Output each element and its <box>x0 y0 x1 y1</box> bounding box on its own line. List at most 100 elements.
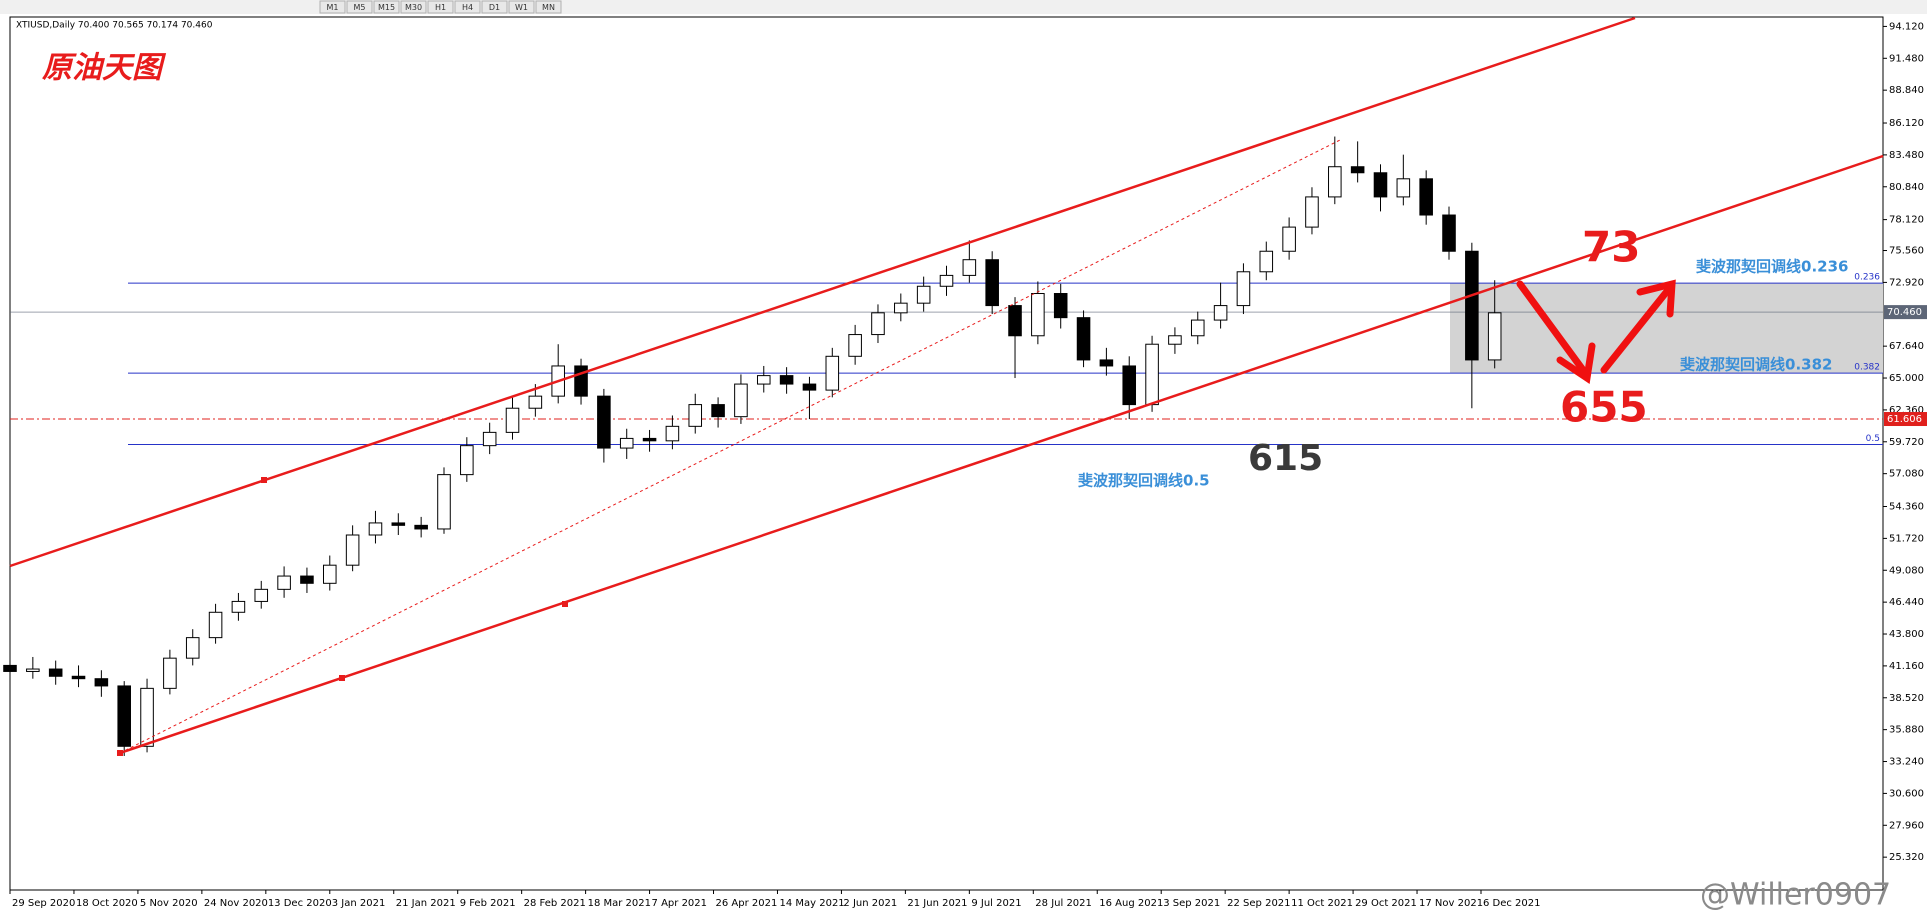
channel-lower <box>119 154 1884 755</box>
y-tick-label: 65.000 <box>1889 373 1924 384</box>
candle-body <box>1442 214 1456 252</box>
y-tick-label: 41.160 <box>1889 661 1924 672</box>
candle-body <box>322 564 337 584</box>
candle-body <box>1008 305 1022 337</box>
y-tick-label: 59.720 <box>1889 437 1924 448</box>
y-tick-label: 33.240 <box>1889 757 1924 768</box>
toolbar-button[interactable] <box>481 0 508 14</box>
candle-body <box>871 312 885 336</box>
toolbar-button-label: H4 <box>462 3 473 12</box>
toolbar-button[interactable] <box>373 0 400 14</box>
toolbar-button[interactable] <box>454 0 481 14</box>
candle-body <box>1350 166 1365 174</box>
y-tick-label: 27.960 <box>1889 820 1924 831</box>
annotation: 斐波那契回调线0.236 <box>1696 258 1848 276</box>
annotation: 73 <box>1582 223 1640 272</box>
candle-body <box>1373 172 1388 198</box>
candle-body <box>1122 365 1137 406</box>
x-tick-label: 13 Dec 2020 <box>268 898 332 909</box>
toolbar-button[interactable] <box>508 0 535 14</box>
candle-body <box>802 383 817 391</box>
chart-title: 原油天图 <box>42 51 167 86</box>
candle-body <box>277 575 291 590</box>
candle-body <box>894 302 908 314</box>
y-tick-label: 72.920 <box>1889 277 1924 288</box>
x-tick-label: 24 Nov 2020 <box>204 898 268 909</box>
y-tick-label: 75.560 <box>1889 246 1924 257</box>
toolbar-button-label: W1 <box>515 3 528 12</box>
x-tick-label: 6 Dec 2021 <box>1483 898 1541 909</box>
candle-body <box>688 404 703 427</box>
y-tick-label: 88.840 <box>1889 85 1924 96</box>
candle-body <box>1076 317 1091 361</box>
toolbar-button-label: M30 <box>405 3 422 12</box>
candle-body <box>642 437 657 442</box>
toolbar-buttons: M1 M5 M15 M30 H1 H4 D1 W1 MN <box>319 0 562 14</box>
arrows <box>1516 279 1676 384</box>
x-tick-label: 9 Feb 2021 <box>460 898 516 909</box>
annotation: 615 <box>1248 438 1323 479</box>
candle-body <box>163 657 177 689</box>
toolbar-button-label: D1 <box>489 3 500 12</box>
candle-body <box>254 588 269 602</box>
x-tick-label: 17 Nov 2021 <box>1419 898 1483 909</box>
price-box-label: 61.606 <box>1887 414 1922 425</box>
y-tick-label: 80.840 <box>1889 182 1924 193</box>
x-tick-label: 28 Feb 2021 <box>524 898 586 909</box>
candle-body <box>437 474 451 530</box>
fib-level-label: 0.382 <box>1854 363 1880 373</box>
x-tick-label: 18 Oct 2020 <box>76 898 138 909</box>
candle-body <box>1259 250 1274 273</box>
candle-body <box>1099 359 1114 367</box>
y-tick-label: 91.480 <box>1889 53 1924 64</box>
candle-body <box>1487 312 1502 361</box>
candle-body <box>1396 178 1411 198</box>
toolbar-button[interactable] <box>427 0 454 14</box>
overlay-layer: 70.460 61.606 XTIUSD,Daily 70.400 70.565 7… <box>16 21 1927 913</box>
arrow-up <box>1600 286 1672 374</box>
y-tick-label: 83.480 <box>1889 150 1924 161</box>
candle-body <box>1419 178 1433 216</box>
candle-body <box>528 395 543 409</box>
candle-body <box>756 375 771 385</box>
x-tick-label: 21 Jun 2021 <box>907 898 967 909</box>
x-tick-label: 3 Jan 2021 <box>332 898 386 909</box>
candle-body <box>1465 250 1479 361</box>
arrow-head <box>1636 279 1676 318</box>
toolbar-button[interactable] <box>535 0 562 14</box>
symbol-info: XTIUSD,Daily 70.400 70.565 70.174 70.460 <box>16 21 213 31</box>
candle-body <box>300 575 314 584</box>
anchor <box>339 675 345 681</box>
fib-level-label: 0.236 <box>1854 273 1880 283</box>
toolbar <box>0 0 1927 14</box>
y-tick-label: 86.120 <box>1889 118 1924 129</box>
y-tick-label: 78.120 <box>1889 215 1924 226</box>
candle-body <box>140 687 154 747</box>
price-box-label: 70.460 <box>1887 307 1922 318</box>
price-box <box>1884 412 1927 427</box>
y-tick-label: 46.440 <box>1889 597 1924 608</box>
x-tick-label: 18 Mar 2021 <box>588 898 651 909</box>
candle-body <box>391 522 406 526</box>
candle-body <box>1328 166 1342 198</box>
candle-body <box>26 668 40 672</box>
channel-upper <box>9 16 1636 568</box>
candle-body <box>185 637 200 659</box>
y-tick-label: 62.360 <box>1889 405 1924 416</box>
toolbar-button[interactable] <box>319 0 346 14</box>
candle-body <box>505 407 520 433</box>
annotation: 655 <box>1560 383 1648 432</box>
candle-body <box>48 668 63 677</box>
annotation: @Willer0907 <box>1700 878 1891 913</box>
toolbar-button-label: M15 <box>378 3 395 12</box>
candle-body <box>848 334 862 357</box>
toolbar-button-label: MN <box>542 3 555 12</box>
toolbar-button[interactable] <box>346 0 373 14</box>
toolbar-button[interactable] <box>400 0 427 14</box>
y-tick-label: 94.120 <box>1889 21 1924 32</box>
candle-body <box>665 425 680 442</box>
anchor <box>261 477 267 483</box>
y-tick-label: 30.600 <box>1889 788 1924 799</box>
